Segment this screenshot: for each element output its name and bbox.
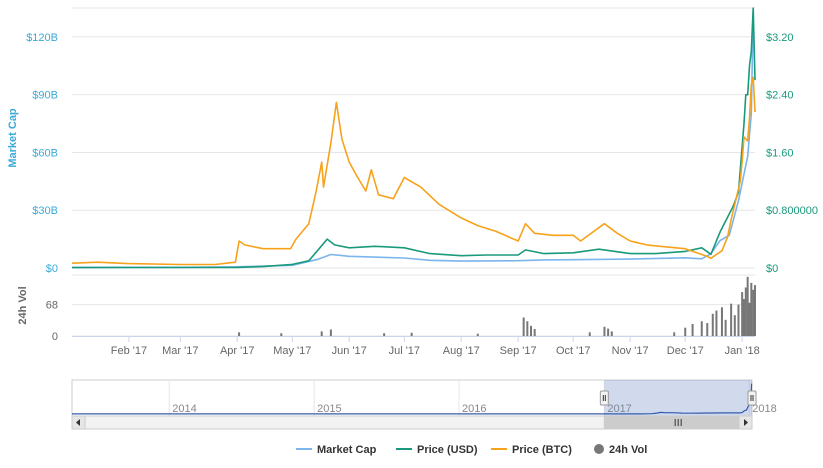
navigator-series-line xyxy=(72,383,753,415)
legend-marker xyxy=(594,444,604,454)
legend-label: Price (BTC) xyxy=(512,444,572,456)
volume-tick-label: 0 xyxy=(52,331,58,343)
volume-bar xyxy=(238,332,241,336)
x-tick-label: Aug '17 xyxy=(443,345,480,357)
volume-bar xyxy=(533,329,536,336)
volume-bar xyxy=(610,331,613,336)
volume-bar xyxy=(737,304,740,336)
navigator[interactable]: 2014 2015 2016 2017 2018 xyxy=(71,379,777,430)
navigator-year-label: 2015 xyxy=(317,403,341,415)
navigator-year-label: 2017 xyxy=(607,403,631,415)
volume-bar xyxy=(673,332,676,336)
series-line-price-usd xyxy=(71,7,756,269)
scroll-left-arrow-icon xyxy=(76,419,80,426)
y-left-tick-label: $90B xyxy=(32,90,58,102)
legend-item-24h-vol[interactable]: 24h Vol xyxy=(594,444,647,456)
volume-bar xyxy=(280,333,283,336)
x-tick-label: Feb '17 xyxy=(111,345,147,357)
volume-bar xyxy=(410,332,413,336)
volume-bar xyxy=(530,325,533,336)
legend-item-price-btc[interactable]: Price (BTC) xyxy=(491,444,572,456)
volume-bar xyxy=(748,302,751,336)
volume-bar xyxy=(700,321,703,336)
series-line-market-cap xyxy=(71,11,754,269)
series-line-price-btc xyxy=(71,76,756,266)
navigator-handle-left[interactable] xyxy=(599,390,609,406)
volume-bar xyxy=(733,315,736,336)
volume-bar xyxy=(742,299,745,336)
volume-bar xyxy=(711,313,714,336)
volume-bar xyxy=(730,303,733,336)
navigator-year-label: 2018 xyxy=(752,403,776,415)
legend: Market Cap Price (USD) Price (BTC) 24h Vol xyxy=(296,444,647,456)
x-tick-label: May '17 xyxy=(273,345,311,357)
y-right-tick-label: $3.20 xyxy=(766,32,794,44)
x-tick-label: Dec '17 xyxy=(667,345,704,357)
navigator-selection[interactable] xyxy=(604,380,752,416)
volume-bar xyxy=(383,333,386,336)
volume-bar xyxy=(329,329,332,336)
volume-bar xyxy=(607,328,610,336)
volume-bar xyxy=(603,326,606,336)
y-right-tick-label: $0 xyxy=(766,263,778,275)
volume-bar xyxy=(724,319,727,336)
volume-bar xyxy=(691,323,694,336)
axes: $0 $30B $60B $90B $120B Market Cap $0 $0.800000… xyxy=(7,32,818,357)
scroll-right-arrow-icon xyxy=(744,419,748,426)
volume-bar xyxy=(522,317,525,336)
gridlines xyxy=(72,7,755,337)
legend-label: Price (USD) xyxy=(417,444,478,456)
volume-bars xyxy=(238,276,756,336)
navigator-year-label: 2014 xyxy=(172,403,196,415)
volume-tick-label: 68 xyxy=(46,300,58,312)
y-right-tick-label: $0.800000 xyxy=(766,205,818,217)
y-left-tick-label: $120B xyxy=(26,32,58,44)
volume-bar xyxy=(715,310,718,336)
y-right-tick-label: $2.40 xyxy=(766,90,794,102)
volume-bar xyxy=(750,282,753,336)
x-tick-label: Jun '17 xyxy=(332,345,367,357)
legend-item-market-cap[interactable]: Market Cap xyxy=(296,444,377,456)
x-tick-label: Apr '17 xyxy=(220,345,255,357)
y-right-tick-label: $1.60 xyxy=(766,147,794,159)
volume-bar xyxy=(746,276,749,336)
volume-bar xyxy=(320,331,323,336)
volume-bar xyxy=(752,289,755,336)
navigator-year-label: 2016 xyxy=(462,403,486,415)
legend-label: Market Cap xyxy=(317,444,377,456)
volume-bar xyxy=(741,292,744,336)
legend-item-price-usd[interactable]: Price (USD) xyxy=(396,444,478,456)
navigator-handle-right[interactable] xyxy=(747,390,757,406)
volume-bar xyxy=(754,285,756,336)
volume-bar xyxy=(720,307,723,336)
y-left-tick-label: $0 xyxy=(46,263,58,275)
volume-bar xyxy=(706,323,709,336)
volume-bar xyxy=(526,321,529,336)
volume-bar xyxy=(476,333,479,336)
volume-axis-title: 24h Vol xyxy=(17,286,29,324)
y-left-axis-title: Market Cap xyxy=(7,108,19,168)
x-tick-label: Jan '18 xyxy=(725,345,760,357)
y-left-tick-label: $60B xyxy=(32,147,58,159)
legend-label: 24h Vol xyxy=(609,444,647,456)
volume-bar xyxy=(744,287,747,336)
x-tick-label: Jul '17 xyxy=(389,345,420,357)
x-tick-label: Nov '17 xyxy=(612,345,649,357)
y-left-tick-label: $30B xyxy=(32,205,58,217)
x-tick-label: Mar '17 xyxy=(162,345,198,357)
volume-bar xyxy=(588,332,591,336)
volume-bar xyxy=(684,327,687,336)
series-lines xyxy=(71,7,756,269)
x-tick-label: Sep '17 xyxy=(500,345,537,357)
x-tick-label: Oct '17 xyxy=(556,345,591,357)
